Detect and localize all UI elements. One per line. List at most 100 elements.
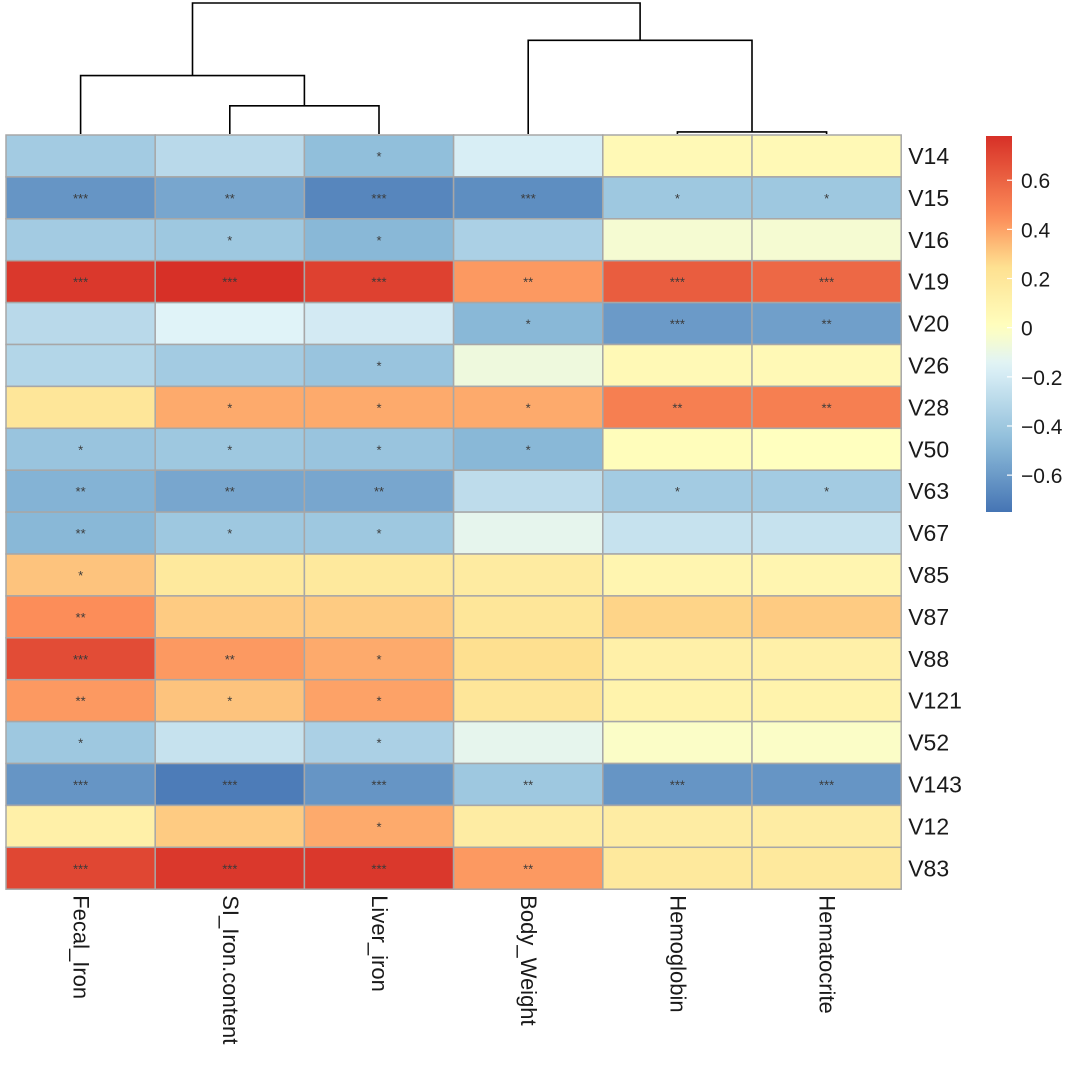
heatmap-cell-V143-Fecal_Iron xyxy=(5,762,156,807)
dendrogram-branch xyxy=(527,39,753,134)
significance-label: *** xyxy=(222,777,237,792)
significance-label: * xyxy=(227,233,232,248)
significance-label: *** xyxy=(371,861,386,876)
significance-label: ** xyxy=(523,275,533,290)
heatmap-cell-V16-Hemoglobin xyxy=(602,218,753,262)
significance-label: ** xyxy=(822,317,832,332)
row-label-V67: V67 xyxy=(908,520,949,546)
row-label-V87: V87 xyxy=(908,604,949,630)
heatmap-cell-V87-Hematocrite xyxy=(751,595,902,639)
significance-label: * xyxy=(227,400,232,415)
significance-label: *** xyxy=(521,191,536,206)
row-label-V26: V26 xyxy=(908,352,949,378)
heatmap-cell-V12-Hemoglobin xyxy=(602,804,753,849)
significance-label: ** xyxy=(76,610,86,625)
dendrogram-branch xyxy=(191,2,641,76)
heatmap-cell-V16-Hematocrite xyxy=(751,218,902,262)
significance-label: ** xyxy=(76,484,86,499)
significance-label: * xyxy=(376,400,381,415)
significance-label: * xyxy=(376,694,381,709)
row-label-V12: V12 xyxy=(908,813,949,839)
row-labels: V14 V15 V16 V19 V20 V26 V28 V50 V63 V67 V85 V87 V88 V… xyxy=(908,143,962,881)
heatmap-cell-V121-SI_Iron.content xyxy=(154,678,306,723)
row-label-V14: V14 xyxy=(908,143,949,169)
heatmap-cell-V143-Liver_iron xyxy=(303,762,455,807)
significance-label: * xyxy=(526,317,531,332)
column-label-Hemoglobin: Hemoglobin xyxy=(665,895,690,1012)
significance-label: * xyxy=(526,442,531,457)
heatmap-cell-V67-Liver_iron xyxy=(303,511,455,555)
significance-label: *** xyxy=(670,777,685,792)
heatmap-cell-V14-Hemoglobin xyxy=(602,134,753,178)
heatmap-cell-V50-Liver_iron xyxy=(303,427,455,471)
heatmap-cell-V28-Hemoglobin xyxy=(602,385,753,430)
heatmap-cell-V50-Body_Weight xyxy=(452,427,604,471)
heatmap-cell-V16-Fecal_Iron xyxy=(5,218,156,262)
heatmap-cell-V20-Body_Weight xyxy=(452,301,604,346)
heatmap-cell-V52-Liver_iron xyxy=(303,720,455,765)
row-label-V28: V28 xyxy=(908,394,949,420)
heatmap-cell-V88-Hematocrite xyxy=(751,637,902,681)
heatmap-cell-V88-Body_Weight xyxy=(452,637,604,681)
significance-label: ** xyxy=(523,777,533,792)
heatmap-cell-V83-Hemoglobin xyxy=(602,846,753,890)
heatmap-cell-V83-Body_Weight xyxy=(452,846,604,890)
heatmap-cell-V28-Fecal_Iron xyxy=(5,385,156,430)
heatmap-cell-V26-Hemoglobin xyxy=(602,343,753,388)
heatmap-cell-V20-Hemoglobin xyxy=(602,301,753,346)
significance-label: *** xyxy=(819,777,834,792)
heatmap-cell-V28-SI_Iron.content xyxy=(154,385,306,430)
row-label-V52: V52 xyxy=(908,730,949,756)
significance-label: * xyxy=(376,819,381,834)
heatmap-cell-V52-Hematocrite xyxy=(751,720,902,765)
heatmap-cell-V88-Hemoglobin xyxy=(602,637,753,681)
heatmap-cell-V14-Fecal_Iron xyxy=(5,134,156,178)
heatmap-cell-V87-Hemoglobin xyxy=(602,595,753,639)
column-label-Hematocrite: Hematocrite xyxy=(815,895,840,1014)
heatmap-cell-V83-Hematocrite xyxy=(751,846,902,890)
heatmap-cell-V87-Body_Weight xyxy=(452,595,604,639)
column-label-Body_Weight: Body_Weight xyxy=(516,895,541,1025)
dendrogram-branch xyxy=(229,104,380,134)
heatmap-cell-V19-Fecal_Iron xyxy=(5,259,156,304)
significance-label: *** xyxy=(371,191,386,206)
color-legend: 0.6 0.4 0.2 0 −0.2 −0.4 −0.6 xyxy=(986,136,1063,512)
significance-label: * xyxy=(376,652,381,667)
significance-label: * xyxy=(227,526,232,541)
column-labels: Fecal_Iron SI_Iron.content Liver_iron Body_… xyxy=(69,895,840,1044)
heatmap-cell-V63-Liver_iron xyxy=(303,469,455,513)
significance-label: *** xyxy=(73,777,88,792)
heatmap-cell-V28-Body_Weight xyxy=(452,385,604,430)
significance-label: * xyxy=(526,400,531,415)
heatmap-cell-V20-Fecal_Iron xyxy=(5,301,156,346)
significance-label: ** xyxy=(523,861,533,876)
dendrogram-branch xyxy=(676,131,828,134)
significance-label: * xyxy=(227,694,232,709)
significance-label: ** xyxy=(225,191,235,206)
significance-label: * xyxy=(824,484,829,499)
heatmap-cell-V20-Hematocrite xyxy=(751,301,902,346)
significance-label: * xyxy=(824,191,829,206)
legend-tick-label: 0.2 xyxy=(1021,269,1050,292)
heatmap-cell-V12-Fecal_Iron xyxy=(5,804,156,849)
heatmap-cell-V14-Body_Weight xyxy=(452,134,604,178)
column-label-Fecal_Iron: Fecal_Iron xyxy=(69,895,94,999)
heatmap-cell-V85-Hematocrite xyxy=(751,553,902,597)
legend-tick-label: −0.6 xyxy=(1021,465,1062,488)
significance-label: * xyxy=(675,191,680,206)
significance-label: * xyxy=(376,736,381,751)
heatmap-cell-V121-Hematocrite xyxy=(751,678,902,723)
heatmap-cell-V19-Liver_iron xyxy=(303,259,455,304)
significance-label: *** xyxy=(670,317,685,332)
heatmap-cell-V52-Hemoglobin xyxy=(602,720,753,765)
heatmap-cell-V14-Hematocrite xyxy=(751,134,902,178)
heatmap-cell-V87-SI_Iron.content xyxy=(154,595,306,639)
row-label-V16: V16 xyxy=(908,227,949,253)
legend-tick-label: −0.2 xyxy=(1021,367,1062,390)
heatmap-cell-V16-SI_Iron.content xyxy=(154,218,306,262)
heatmap-cells xyxy=(5,134,902,890)
row-label-V85: V85 xyxy=(908,562,949,588)
row-label-V88: V88 xyxy=(908,646,949,672)
row-label-V50: V50 xyxy=(908,436,949,462)
